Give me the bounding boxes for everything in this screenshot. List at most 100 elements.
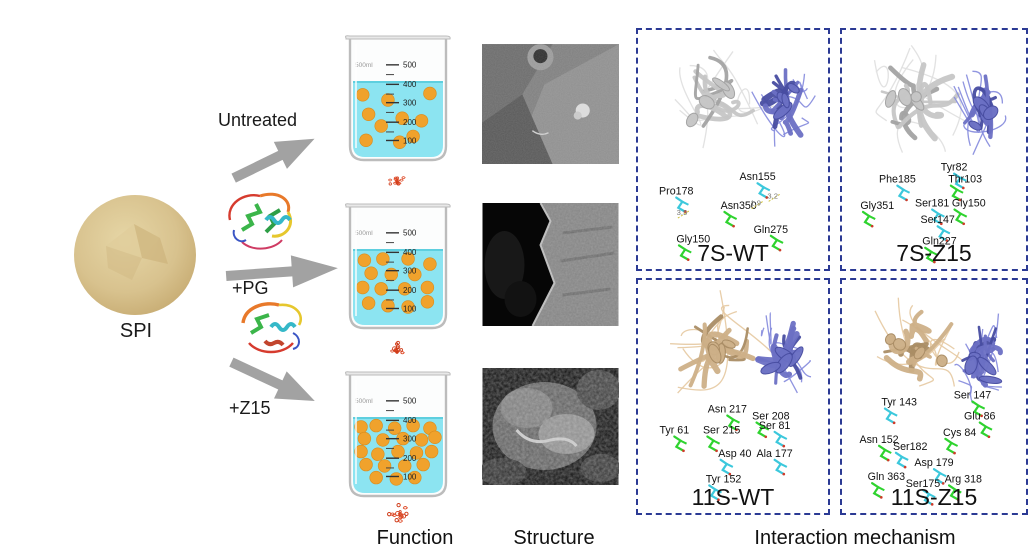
beaker-graphic: 500 400 300 200 100 500ml [345, 203, 451, 330]
beaker-scale-label: 400 [403, 248, 417, 257]
residue: Asn 217 [708, 404, 747, 432]
residue: Asp 179 [914, 457, 954, 485]
oil-droplet [408, 267, 422, 282]
oil-droplet [420, 295, 435, 309]
beaker-untreated: 500 400 300 200 100 500ml [338, 30, 458, 170]
residue-label: Glu 86 [964, 411, 996, 423]
oil-droplet [381, 298, 395, 313]
residue: Ser 81 [759, 420, 791, 448]
protein-cartoon [873, 44, 968, 153]
oil-droplet [416, 457, 430, 472]
oil-droplet [408, 470, 422, 485]
aggregated-protein-icon [387, 503, 409, 523]
beaker-scale-label: 300 [403, 98, 417, 107]
residue-label: Tyr 61 [660, 424, 690, 436]
oil-droplet [406, 418, 420, 433]
residue: Ser147 [920, 214, 955, 242]
residue-label: Ser 208 [752, 411, 789, 423]
residue: Ala 177 [757, 448, 793, 476]
residue-label: Gln227 [922, 236, 956, 248]
residue-label: Asn 152 [859, 434, 898, 446]
protein-ribbon-icon-z15 [241, 302, 302, 354]
beaker-scale-label: 200 [403, 454, 417, 463]
residue-label: Asp 179 [914, 457, 953, 469]
protein-cartoon [674, 49, 774, 149]
residue: Gln227 [922, 236, 957, 264]
oil-droplet [420, 280, 435, 295]
residue-label: Ser 81 [759, 420, 791, 432]
oil-droplet [357, 253, 372, 267]
oil-droplet [423, 86, 437, 101]
beaker-z15: 500 400 300 200 100 500ml [338, 366, 458, 506]
treatment-label-pg: +PG [232, 278, 269, 298]
residue: Asn155 [740, 171, 776, 199]
oil-droplet [361, 107, 376, 122]
residue-label: Ser182 [893, 441, 927, 453]
residue-label: Asn 217 [708, 404, 747, 416]
residue: Phe185 [879, 174, 916, 202]
oil-droplet [374, 282, 388, 296]
beaker-volume-label: 500ml [355, 230, 373, 237]
oil-droplet [371, 447, 385, 461]
oil-droplet [364, 266, 378, 280]
oil-droplet [406, 129, 420, 144]
interaction-panel-11s-z15: Ser 147 Tyr 143 Glu 86 Cys 84 Asn 152 Ser182 A… [840, 278, 1028, 515]
oil-droplet [376, 252, 390, 266]
residue: Ser 208 [752, 411, 790, 439]
residue: Asn 152 [859, 434, 899, 462]
residue: Tyr 152 [706, 473, 741, 502]
residue-label: Gln275 [754, 224, 788, 236]
protein-cartoon [755, 312, 812, 394]
beaker-scale-label: 100 [403, 136, 417, 145]
caption-structure: Structure [513, 527, 595, 549]
arrow-pg [225, 255, 338, 288]
residue: Tyr 143 [881, 397, 917, 425]
residue-label: Gly351 [860, 200, 894, 212]
residue-label: Ser175 [906, 478, 940, 490]
panel-title: 7S-Z15 [896, 240, 972, 266]
residue: Ser181 [915, 198, 949, 226]
residue-label: Gly150 [676, 233, 710, 245]
residue-label: Asn350 [721, 200, 757, 212]
residue-label: Tyr82 [941, 162, 968, 174]
oil-droplet [389, 472, 404, 486]
beaker-scale-label: 500 [403, 397, 417, 406]
oil-droplet [381, 93, 395, 107]
residue: Asn350 [721, 200, 757, 228]
residue-label: Tyr 143 [881, 397, 917, 409]
beaker-scale-label: 300 [403, 266, 417, 275]
interaction-panel-7s-z15: Tyr82 Thr103 Phe185 Gly351 Ser181 Gly150 Ser14… [840, 28, 1028, 271]
protein-cartoon [874, 297, 964, 387]
oil-droplet [356, 88, 370, 102]
sem-image-pg [482, 203, 619, 326]
oil-droplet [423, 257, 437, 271]
distance-label: 1.9 [750, 198, 761, 207]
residue-label: Pro178 [659, 186, 693, 198]
beaker-scale-label: 500 [403, 229, 417, 238]
interaction-panel-11s-wt: Asn 217 Ser 208 Ser 81 Ser 215 Tyr 61 Asp 40 A… [636, 278, 830, 515]
spi-label: SPI [119, 320, 153, 342]
residue-label: Ala 177 [757, 448, 793, 460]
spi-powder-image [74, 195, 196, 315]
oil-droplet [392, 135, 407, 149]
residue-label: Gly150 [952, 198, 986, 210]
beaker-scale-label: 200 [403, 118, 417, 127]
oil-droplet [424, 444, 439, 459]
distance-label: 3.2 [767, 191, 778, 200]
residue: Ser182 [893, 441, 927, 469]
residue: Ser 215 [703, 424, 740, 453]
protein-cartoon [954, 313, 1003, 404]
protein-cartoon [953, 70, 1007, 156]
oil-droplet [401, 300, 415, 314]
residue: Asp 40 [718, 448, 752, 476]
beaker-volume-label: 500ml [355, 62, 373, 69]
residue: Ser 147 [954, 390, 991, 418]
arrow-untreated [231, 138, 315, 183]
residue-label: Arg 318 [945, 473, 982, 485]
oil-droplet [401, 252, 415, 266]
oil-droplet [359, 457, 373, 472]
oil-droplet [374, 119, 388, 133]
